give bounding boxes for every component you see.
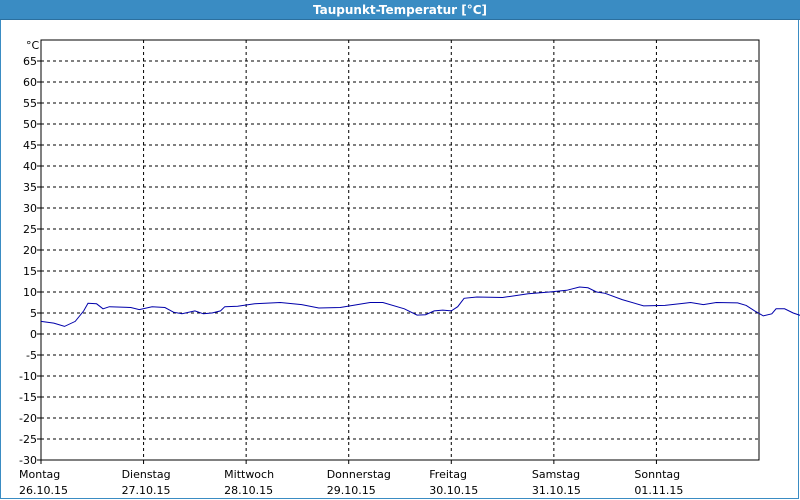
y-tick-label: 65 xyxy=(23,55,37,68)
chart-title: Taupunkt-Temperatur [°C] xyxy=(312,3,488,17)
y-tick-label: 10 xyxy=(23,286,37,299)
chart-title-bar: Taupunkt-Temperatur [°C] xyxy=(0,0,800,20)
x-tick-weekday: Montag xyxy=(19,468,60,481)
x-tick-weekday: Sonntag xyxy=(634,468,680,481)
y-axis: °C65605550454035302520151050-5-10-15-20-… xyxy=(19,39,41,467)
x-tick-date: 27.10.15 xyxy=(122,484,171,497)
x-tick-date: 29.10.15 xyxy=(327,484,376,497)
y-tick-label: 60 xyxy=(23,76,37,89)
y-tick-label: -10 xyxy=(19,370,37,383)
x-tick-weekday: Dienstag xyxy=(122,468,171,481)
y-tick-label: -15 xyxy=(19,391,37,404)
y-tick-label: 35 xyxy=(23,181,37,194)
y-tick-label: 55 xyxy=(23,97,37,110)
y-tick-label: -30 xyxy=(19,454,37,467)
x-tick-date: 31.10.15 xyxy=(532,484,581,497)
series-line xyxy=(40,286,800,327)
x-tick-date: 26.10.15 xyxy=(19,484,68,497)
x-tick-weekday: Mittwoch xyxy=(224,468,274,481)
x-tick-weekday: Donnerstag xyxy=(327,468,391,481)
y-tick-label: 25 xyxy=(23,223,37,236)
y-tick-label: -25 xyxy=(19,433,37,446)
chart-frame xyxy=(0,20,799,499)
x-tick-date: 01.11.15 xyxy=(634,484,683,497)
y-tick-label: 0 xyxy=(30,328,37,341)
y-tick-label: 15 xyxy=(23,265,37,278)
x-tick-date: 30.10.15 xyxy=(429,484,478,497)
x-axis: Montag 26.10.15 Dienstag 27.10.15 Mittwoch 28… xyxy=(19,460,683,497)
y-unit-label: °C xyxy=(26,39,40,52)
y-tick-label: 50 xyxy=(23,118,37,131)
y-tick-label: 40 xyxy=(23,160,37,173)
x-tick-weekday: Freitag xyxy=(429,468,467,481)
y-tick-label: -20 xyxy=(19,412,37,425)
y-tick-label: 20 xyxy=(23,244,37,257)
y-tick-label: 30 xyxy=(23,202,37,215)
y-tick-label: 45 xyxy=(23,139,37,152)
x-tick-date: 28.10.15 xyxy=(224,484,273,497)
y-tick-label: -5 xyxy=(26,349,37,362)
plot-border xyxy=(40,39,760,461)
grid xyxy=(41,40,759,460)
x-tick-weekday: Samstag xyxy=(532,468,580,481)
y-tick-label: 5 xyxy=(30,307,37,320)
